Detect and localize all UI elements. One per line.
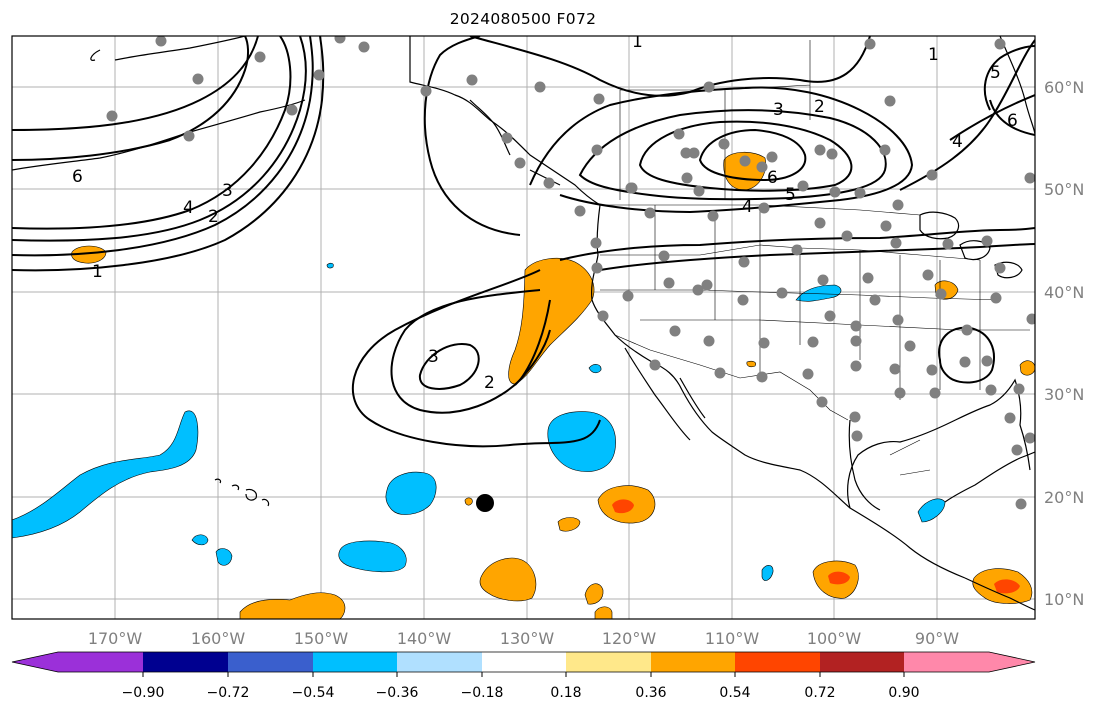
contour-labels: 1 2 3 4 5 6 1 2 3 4 5 6 1 2 3 4 6 <box>72 32 1018 393</box>
colorbar-bin <box>143 652 228 672</box>
positive-anomaly-fills <box>71 151 1035 619</box>
negative-anomaly-fills <box>12 262 946 581</box>
colorbar-bin <box>482 652 566 672</box>
graticule <box>12 36 1035 619</box>
colorbar-tick-label: 0.90 <box>888 685 919 701</box>
lat-label: 20°N <box>1044 488 1084 507</box>
contour-lines <box>12 36 1035 448</box>
colorbar-tick-label: 0.72 <box>804 685 835 701</box>
map-title: 2024080500 F072 <box>449 10 597 28</box>
lon-label: 160°W <box>191 629 246 648</box>
colorbar-bin <box>735 652 820 672</box>
contour-label: 6 <box>767 168 778 188</box>
lon-label: 150°W <box>294 629 349 648</box>
contour-label: 1 <box>92 262 103 282</box>
lat-label: 10°N <box>1044 590 1084 609</box>
colorbar-tick-label: 0.54 <box>719 685 750 701</box>
contour-label: 1 <box>928 45 939 65</box>
longitude-axis: 170°W 160°W 150°W 140°W 130°W 120°W 110°… <box>88 629 959 648</box>
contour-label: 2 <box>208 207 219 227</box>
lon-label: 100°W <box>807 629 862 648</box>
colorbar-bin <box>904 652 989 672</box>
colorbar-bin <box>651 652 735 672</box>
contour-label: 4 <box>742 197 753 217</box>
lat-label: 50°N <box>1044 180 1084 199</box>
lon-label: 140°W <box>397 629 452 648</box>
contour-label: 5 <box>785 185 796 205</box>
colorbar-bin <box>228 652 313 672</box>
contour-label: 2 <box>484 373 495 393</box>
colorbar-tick-label: 0.36 <box>635 685 666 701</box>
lon-label: 170°W <box>88 629 143 648</box>
colorbar-bin <box>397 652 482 672</box>
map-frame <box>11 35 1036 620</box>
latitude-axis: 60°N 50°N 40°N 30°N 20°N 10°N <box>1044 78 1084 609</box>
contour-label: 3 <box>773 100 784 120</box>
contour-label: 4 <box>183 198 194 218</box>
colorbar-tick-label: −0.18 <box>461 685 504 701</box>
colorbar-bin <box>313 652 397 672</box>
colorbar-tick-label: −0.72 <box>207 685 250 701</box>
colorbar-bin <box>58 652 143 672</box>
lon-label: 110°W <box>705 629 760 648</box>
lat-label: 60°N <box>1044 78 1084 97</box>
lon-label: 120°W <box>602 629 657 648</box>
lon-label: 90°W <box>915 629 959 648</box>
colorbar: −0.90 −0.72 −0.54 −0.36 −0.18 0.18 0.36 … <box>11 651 1036 701</box>
contour-label: 6 <box>72 167 83 187</box>
colorbar-high-extend <box>989 652 1035 672</box>
colorbar-tick-label: 0.18 <box>550 685 581 701</box>
contour-label: 4 <box>952 132 963 152</box>
colorbar-tick-label: −0.54 <box>292 685 335 701</box>
lon-label: 130°W <box>500 629 555 648</box>
colorbar-outline <box>11 651 1036 673</box>
storm-center-marker <box>476 494 494 512</box>
station-markers <box>106 36 1035 510</box>
lat-label: 30°N <box>1044 385 1084 404</box>
strong-anomaly-fills <box>612 499 1020 594</box>
contour-label: 3 <box>222 181 233 201</box>
contour-label: 5 <box>990 63 1001 83</box>
contour-label: 2 <box>814 97 825 117</box>
colorbar-low-extend <box>12 652 58 672</box>
contour-label: 1 <box>632 32 643 52</box>
colorbar-bin <box>566 652 651 672</box>
colorbar-tick-label: −0.90 <box>122 685 165 701</box>
colorbar-bin <box>820 652 904 672</box>
colorbar-tick-label: −0.36 <box>376 685 419 701</box>
lat-label: 40°N <box>1044 283 1084 302</box>
contour-label: 6 <box>1007 111 1018 131</box>
contour-label: 3 <box>428 347 439 367</box>
